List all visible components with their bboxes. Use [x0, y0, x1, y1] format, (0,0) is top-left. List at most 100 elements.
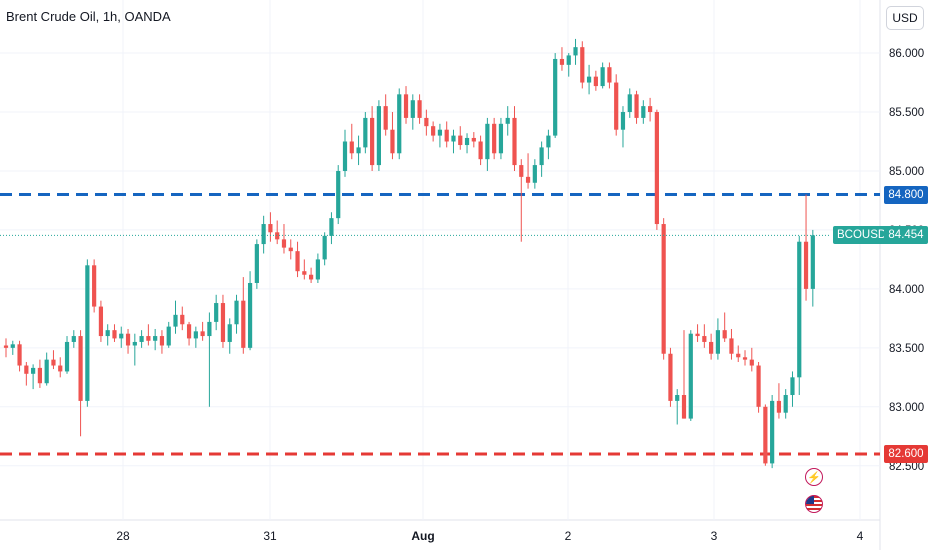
candle-body [241, 300, 246, 348]
y-tick-label: 85.500 [889, 107, 924, 119]
candle-body [288, 247, 293, 252]
candle-body [132, 341, 137, 346]
candle-body [458, 135, 463, 146]
candle-body [722, 330, 727, 339]
candle-body [356, 147, 361, 154]
candle-body [559, 58, 565, 65]
candle-body [512, 117, 517, 166]
candle-body [159, 336, 165, 346]
candle-body [17, 344, 22, 366]
x-tick-label: 31 [263, 529, 277, 543]
candle-body [112, 330, 117, 339]
candle-body [783, 395, 788, 413]
candle-body [342, 141, 348, 171]
candle-body [146, 336, 151, 341]
y-tick-label: 85.000 [889, 166, 924, 178]
candle-body [627, 94, 632, 113]
candle-body [125, 333, 131, 346]
candle-body [139, 336, 144, 342]
candle-body [593, 76, 598, 87]
candle-body [756, 365, 761, 407]
candle-body [200, 331, 205, 337]
candle-body [397, 94, 402, 154]
x-tick-label: 3 [711, 529, 718, 543]
candle-body [173, 314, 178, 327]
candle-body [268, 224, 273, 233]
candle-body [770, 400, 775, 464]
us-flag-event-icon[interactable] [805, 495, 823, 513]
candle-body [478, 141, 483, 160]
candle-body [695, 333, 700, 337]
candle-body [383, 106, 388, 130]
candle-body [207, 321, 212, 337]
candle-body [92, 265, 97, 307]
candle-body [417, 100, 422, 118]
candle-body [471, 137, 476, 142]
candle-body [166, 326, 171, 346]
candle-body [661, 224, 666, 354]
candle-body [675, 395, 680, 401]
candle-body [37, 367, 42, 384]
candle-body [10, 344, 15, 348]
candle-body [153, 336, 158, 341]
last-price-symbol-label: BCOUSD [833, 226, 891, 245]
candle-body [247, 282, 253, 348]
candle-body [403, 94, 409, 118]
candle-body [98, 306, 104, 337]
candle-body [736, 353, 741, 358]
currency-button[interactable]: USD [886, 6, 924, 30]
candle-body [729, 338, 734, 354]
candle-body [600, 67, 605, 87]
candle-body [525, 176, 531, 183]
candle-body [390, 129, 395, 154]
candle-body [648, 106, 653, 113]
candle-body [119, 333, 124, 339]
candle-body [31, 367, 36, 374]
candle-body [329, 218, 334, 236]
candle-body [78, 336, 83, 401]
candle-body [309, 274, 314, 280]
candle-body [193, 331, 198, 339]
candle-body [702, 336, 707, 342]
candle-body [668, 353, 673, 401]
candle-body [505, 117, 510, 124]
candle-body [573, 47, 578, 56]
candle-body [586, 76, 592, 83]
candle-body [275, 232, 280, 240]
candle-body [186, 324, 192, 339]
candle-body [44, 359, 49, 384]
chart-title: Brent Crude Oil, 1h, OANDA [6, 9, 171, 24]
candle-body [451, 135, 456, 142]
candle-body [763, 406, 768, 464]
candle-body [580, 47, 585, 83]
candle-body [214, 303, 219, 322]
candle-body [464, 137, 470, 146]
candle-body [546, 135, 551, 148]
candle-body [485, 123, 490, 160]
candle-body [437, 129, 443, 136]
candle-body [688, 333, 693, 419]
flash-event-icon[interactable]: ⚡ [805, 468, 823, 486]
candle-body [234, 300, 239, 325]
resistance-price-label: 84.800 [884, 185, 928, 204]
candle-body [532, 165, 537, 183]
candle-body [85, 265, 90, 401]
candle-body [614, 82, 619, 130]
candle-body [322, 235, 327, 260]
candle-body [3, 345, 9, 348]
x-tick-label: 28 [116, 529, 130, 543]
candle-body [797, 241, 802, 378]
y-tick-label: 83.500 [889, 343, 924, 355]
candle-body [410, 100, 415, 118]
candle-body [654, 112, 659, 225]
candle-body [776, 400, 782, 413]
candle-body [709, 341, 714, 354]
candle-body [553, 58, 558, 136]
candle-body [431, 126, 436, 136]
candle-body [498, 123, 504, 154]
candle-body [58, 365, 63, 372]
candle-body [681, 395, 687, 419]
candle-body [620, 112, 626, 130]
candle-body [64, 341, 70, 372]
